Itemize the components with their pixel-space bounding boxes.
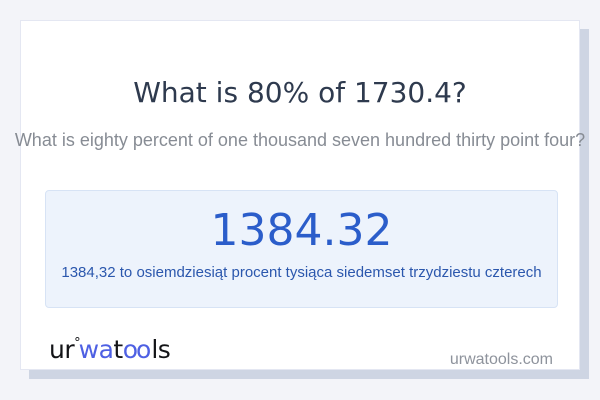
logo-segment-blue: wa <box>78 335 114 364</box>
site-url-text: urwatools.com <box>449 351 553 368</box>
page-title: What is 80% of 1730.4? <box>133 76 467 109</box>
logo-segment-dark: ur <box>49 335 75 364</box>
logo-glasses-oo: oo <box>122 335 152 364</box>
answer-box: 1384.32 1384,32 to osiemdziesiąt procent… <box>45 190 558 308</box>
logo-segment-dark: t <box>113 335 123 364</box>
logo-segment-dark: ls <box>151 335 171 364</box>
logo-degree-mark: ° <box>74 336 81 351</box>
urwatools-logo: ur°watools <box>49 335 171 364</box>
result-card: 1384.32 1384,32 to osiemdziesiąt procent… <box>20 20 580 370</box>
answer-description: 1384,32 to osiemdziesiąt procent tysiąca… <box>61 264 542 282</box>
answer-value: 1384.32 <box>210 205 393 256</box>
question-in-words: What is eighty percent of one thousand s… <box>14 130 586 150</box>
